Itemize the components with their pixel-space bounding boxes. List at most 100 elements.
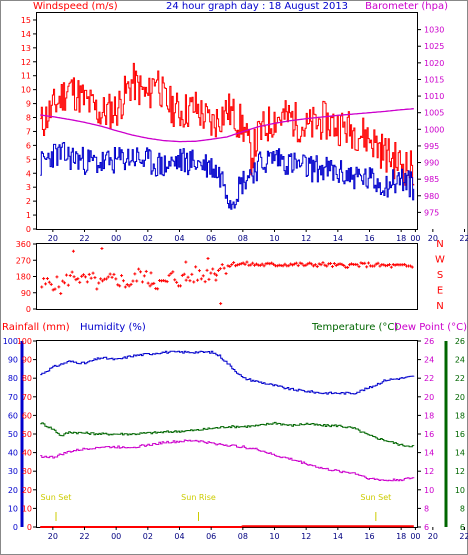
direction-point: [80, 274, 84, 278]
time-tick-label: 00: [410, 532, 420, 541]
time-tick-label: 22: [459, 532, 468, 541]
temperature-tick-label: 16: [455, 430, 465, 439]
direction-point: [374, 262, 378, 266]
series-temperature: [40, 421, 415, 448]
direction-point: [334, 263, 338, 267]
direction-point: [121, 279, 125, 283]
temperature-tick-label: 10: [455, 486, 465, 495]
direction-point: [78, 280, 82, 284]
temperature-tick-label: 12: [455, 467, 465, 476]
direction-point: [104, 277, 108, 281]
direction-point: [40, 285, 44, 289]
direction-point: [152, 281, 156, 285]
direction-point: [184, 260, 188, 264]
direction-point: [114, 277, 118, 281]
direction-point: [254, 262, 258, 266]
dewpoint-tick-label: 26: [424, 337, 434, 346]
direction-point: [57, 285, 61, 289]
wind-panel-frame: [36, 12, 418, 230]
direction-point: [186, 275, 190, 279]
direction-point: [378, 264, 382, 268]
direction-point: [82, 273, 86, 277]
chart-title: 24 hour graph day : 18 August 2013: [166, 1, 348, 12]
direction-point: [190, 272, 194, 276]
direction-point: [260, 262, 264, 266]
humidity-tick-label: 90: [8, 356, 18, 365]
direction-point: [283, 262, 287, 266]
humidity-tick-label: 30: [8, 467, 18, 476]
direction-point: [291, 263, 295, 267]
wind-tick-label: 15: [21, 16, 31, 25]
direction-point: [45, 277, 49, 281]
direction-point: [97, 281, 101, 285]
temperature-tick-label: 24: [455, 356, 465, 365]
direction-point: [144, 269, 148, 273]
wind-axes: 0123456789101112131415975980985990995100…: [21, 16, 445, 234]
barometer-tick-label: 1005: [424, 109, 444, 118]
direction-point: [196, 278, 200, 282]
direction-point: [332, 261, 336, 265]
direction-point: [241, 261, 245, 265]
wind-tick-label: 4: [26, 169, 31, 178]
direction-axes: 0 90 180 270 360: [16, 240, 37, 314]
direction-point: [167, 273, 171, 277]
dewpoint-tick-label: 20: [424, 393, 434, 402]
time-tick-label: 10: [269, 532, 279, 541]
direction-point: [346, 265, 350, 269]
temperature-axis-title: Temperature (°C): [311, 322, 398, 333]
direction-point: [382, 263, 386, 267]
direction-tick-label: 270: [16, 256, 31, 265]
direction-point: [85, 280, 89, 284]
direction-point: [66, 283, 70, 287]
time-tick-label: 20: [48, 532, 58, 541]
direction-point: [311, 264, 315, 268]
humidity-tick-label: 0: [13, 523, 18, 532]
rainfall-tick-label: 100: [17, 337, 32, 346]
direction-point: [251, 261, 255, 265]
series-rainfall: [40, 525, 414, 528]
wind-tick-label: 1: [26, 211, 31, 220]
direction-point: [95, 287, 99, 291]
climate-series: Sun Set Sun Rise Sun Set: [40, 350, 415, 528]
direction-point: [209, 271, 213, 275]
direction-point: [224, 272, 228, 276]
direction-point: [330, 265, 334, 269]
direction-point: [237, 262, 241, 266]
time-tick-label: 02: [143, 234, 153, 243]
direction-point: [49, 282, 53, 286]
direction-point: [61, 279, 65, 283]
direction-point: [403, 262, 407, 266]
wind-tick-label: 12: [21, 58, 31, 67]
dewpoint-tick-label: 8: [424, 504, 429, 513]
dewpoint-tick-label: 6: [424, 523, 429, 532]
direction-point: [83, 275, 87, 279]
time-tick-label: 16: [364, 234, 374, 243]
direction-point: [129, 282, 133, 286]
humidity-tick-label: 80: [8, 374, 18, 383]
direction-point: [315, 265, 319, 269]
time-tick-label: 20: [48, 234, 58, 243]
dewpoint-tick-label: 18: [424, 411, 434, 420]
time-tick-label: 02: [143, 532, 153, 541]
barometer-tick-label: 975: [424, 208, 439, 217]
sun-annotation-label: Sun Set: [360, 493, 391, 502]
direction-point: [243, 262, 247, 266]
direction-point: [199, 277, 203, 281]
time-tick-label: 00: [410, 234, 420, 243]
wind-tick-label: 0: [26, 225, 31, 234]
direction-point: [245, 260, 249, 264]
direction-point: [87, 272, 91, 276]
time-tick-label: 00: [111, 532, 121, 541]
direction-point: [184, 278, 188, 282]
direction-point: [321, 261, 325, 265]
rainfall-tick-label: 80: [22, 374, 32, 383]
rainfall-tick-label: 10: [22, 504, 32, 513]
direction-point: [367, 261, 371, 265]
direction-point: [300, 262, 304, 266]
direction-point: [349, 262, 353, 266]
direction-point: [139, 270, 143, 274]
direction-point: [363, 261, 367, 265]
humidity-tick-label: 100: [3, 337, 18, 346]
direction-point: [357, 265, 361, 269]
